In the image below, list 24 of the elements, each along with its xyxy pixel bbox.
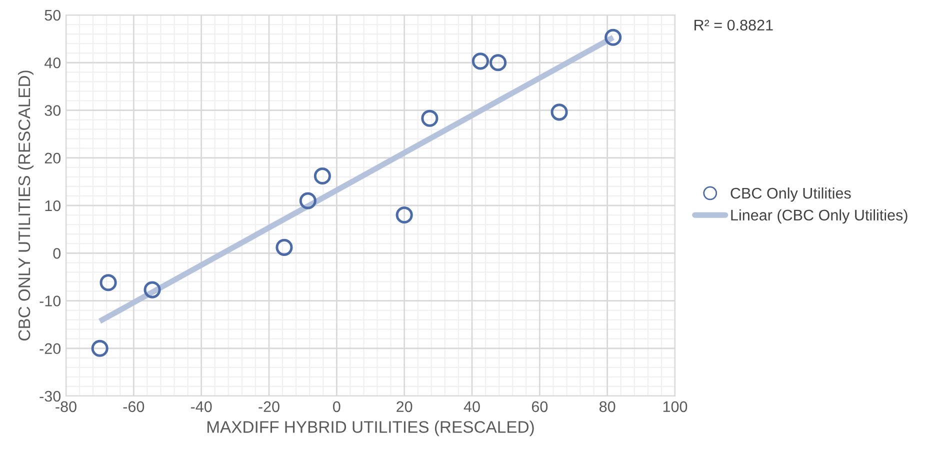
y-axis-title: CBC ONLY UTILITIES (RESCALED) xyxy=(18,70,34,340)
x-tick-label: -40 xyxy=(190,401,212,412)
y-tick-label: -10 xyxy=(40,296,61,306)
x-tick-label: -20 xyxy=(258,401,280,412)
y-tick-label: 30 xyxy=(44,105,61,116)
y-tick-label: 0 xyxy=(53,248,61,259)
x-tick-label: -80 xyxy=(56,401,76,412)
text: R² = 0.8821 xyxy=(694,20,773,31)
x-tick-label: 60 xyxy=(532,401,548,412)
y-tick-label: 20 xyxy=(44,152,61,164)
y-tick-label: 40 xyxy=(44,57,61,68)
x-tick-label: 40 xyxy=(464,401,480,412)
y-tick-label: -20 xyxy=(40,343,61,354)
x-tick-label: 100 xyxy=(663,401,688,412)
x-tick-label: 0 xyxy=(333,401,340,412)
x-tick-label: 20 xyxy=(396,401,412,412)
y-tick-label: -30 xyxy=(40,390,61,402)
legend-label: Linear (CBC Only Utilities) xyxy=(731,209,908,224)
x-tick-label: -60 xyxy=(123,401,144,412)
y-tick-label: 50 xyxy=(44,10,61,21)
x-tick-label: 80 xyxy=(600,401,616,412)
y-tick-label: 10 xyxy=(45,200,61,212)
x-axis-title: MAXDIFF HYBRID UTILITIES (RESCALED) xyxy=(207,420,534,436)
legend-label: CBC Only Utilities xyxy=(730,187,851,202)
